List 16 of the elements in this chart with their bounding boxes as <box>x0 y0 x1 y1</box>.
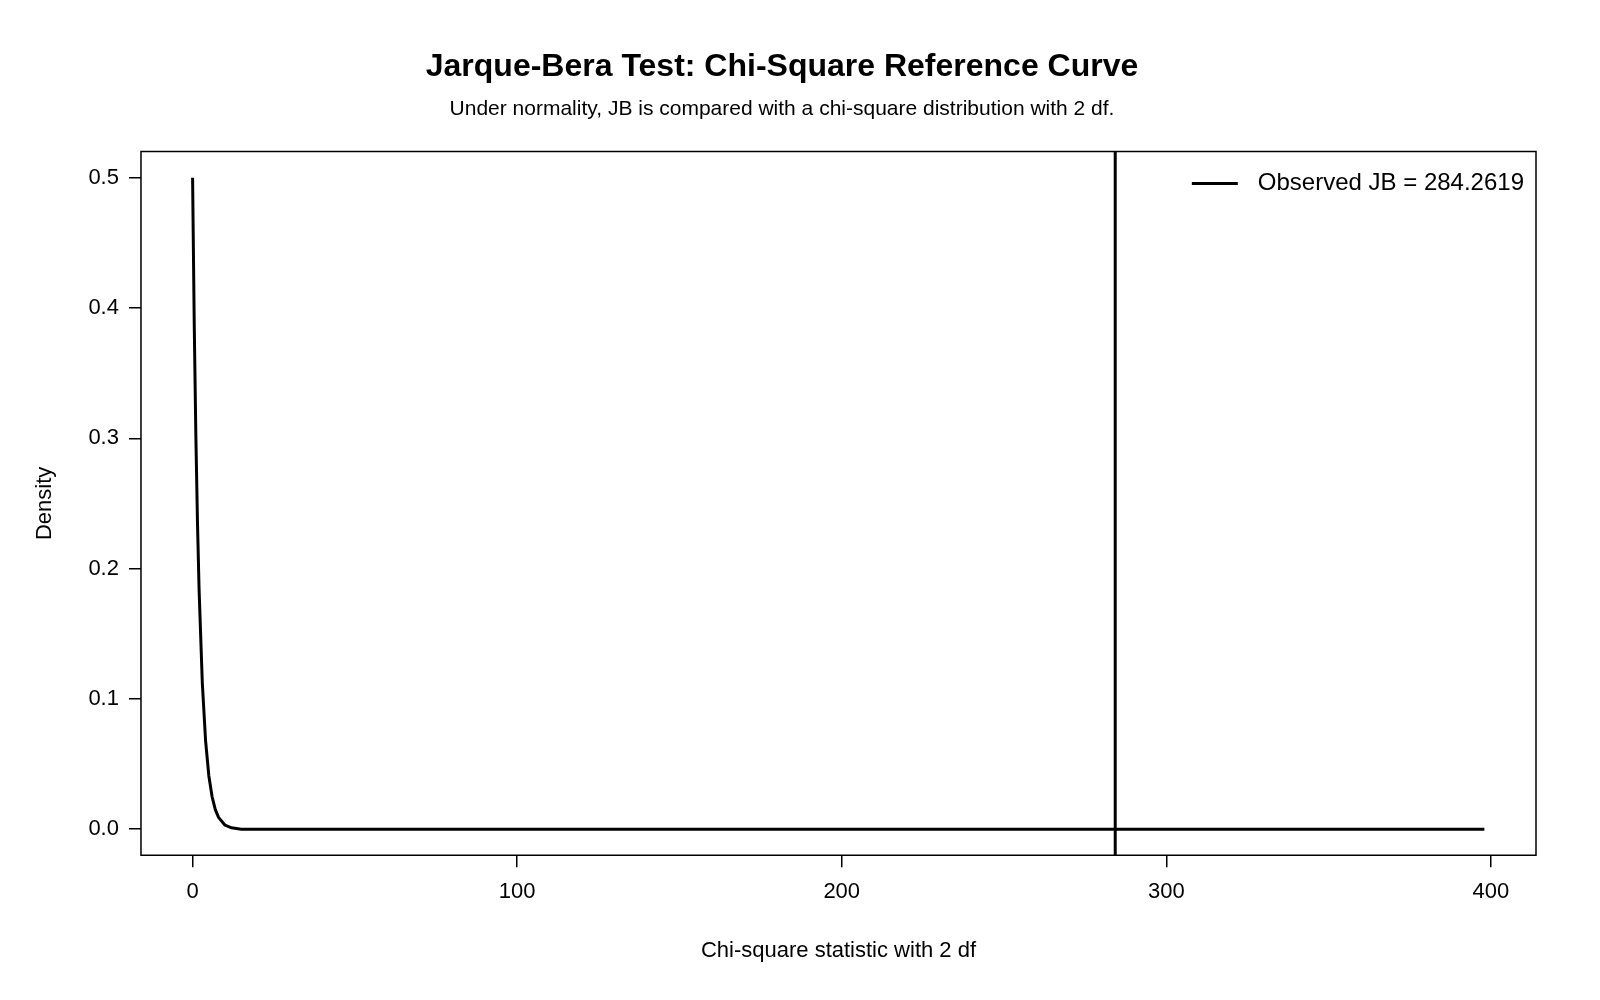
x-axis-title: Chi-square statistic with 2 df <box>700 936 977 962</box>
y-tick-label: 0.1 <box>88 684 119 710</box>
x-tick-label: 200 <box>823 878 861 904</box>
x-tick-label: 400 <box>1472 878 1510 904</box>
y-tick-label: 0.3 <box>88 424 119 450</box>
ref-line-label: Observed JB = 284.2619 <box>1257 168 1524 196</box>
x-tick-label: 100 <box>498 878 536 904</box>
chart-subtitle: Under normality, JB is compared with a chi-square distribution with 2 df. <box>449 95 1115 119</box>
y-axis-title: Density <box>31 466 57 541</box>
y-tick-label: 0.4 <box>88 294 119 320</box>
y-tick-label: 0.2 <box>88 554 119 580</box>
chart-title: Jarque-Bera Test: Chi-Square Reference Curve <box>425 47 1139 84</box>
y-tick-label: 0.0 <box>88 815 119 841</box>
x-tick-label: 0 <box>186 878 199 904</box>
x-tick-label: 300 <box>1147 878 1185 904</box>
y-tick-label: 0.5 <box>88 163 119 189</box>
